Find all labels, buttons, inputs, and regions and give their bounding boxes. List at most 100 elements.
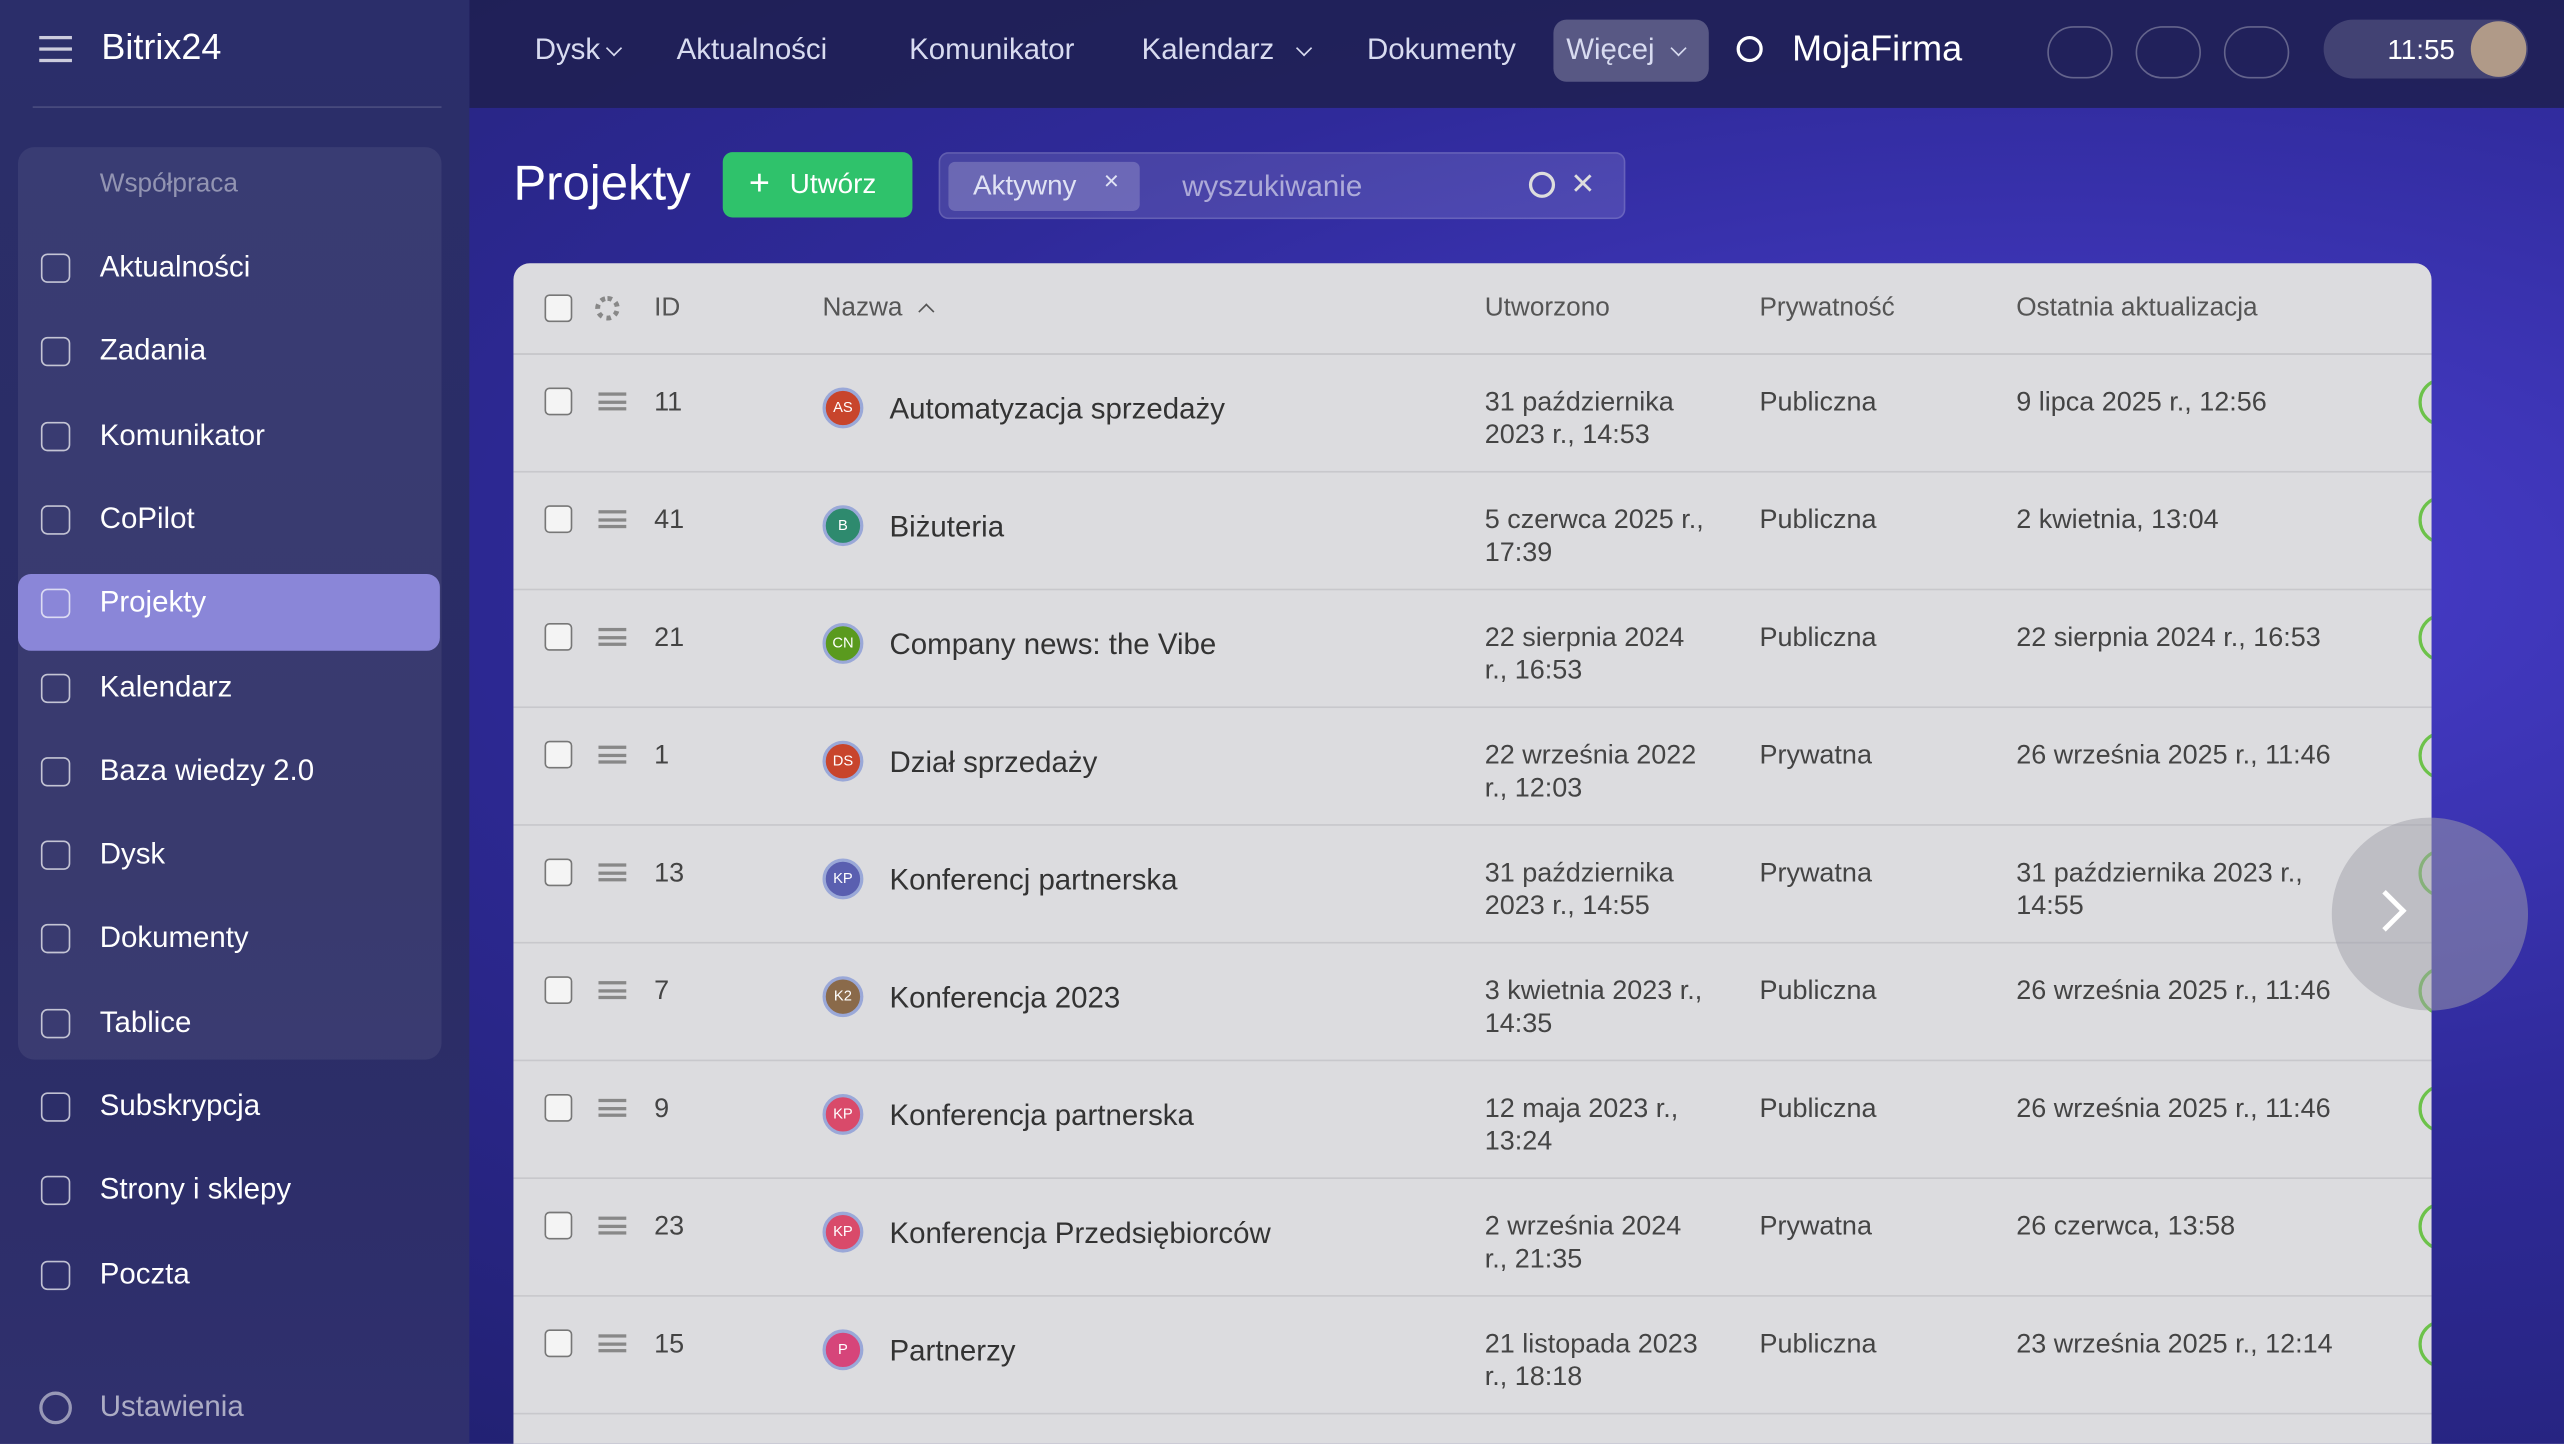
sidebar-item[interactable]: Baza wiedzy 2.0 [99, 753, 315, 787]
sidebar-icon [40, 337, 71, 367]
search-box[interactable]: Aktywny × wyszukiwanie × [938, 152, 1626, 220]
project-name[interactable]: Konferencja 2023 [889, 981, 1121, 1014]
sidebar-item[interactable]: CoPilot [99, 501, 195, 535]
sidebar-item[interactable]: Tablice [99, 1005, 192, 1038]
row-checkbox[interactable] [544, 858, 573, 887]
sidebar-icon [39, 1391, 72, 1425]
plus-icon: + [748, 161, 770, 203]
column-header[interactable]: Nazwa [822, 294, 903, 323]
sidebar-item[interactable]: Subskrypcja [99, 1089, 261, 1122]
row-checkbox[interactable] [544, 740, 573, 769]
privacy: Publiczna [1759, 623, 1877, 653]
drag-handle[interactable] [598, 745, 627, 764]
sidebar-item[interactable]: Projekty [99, 585, 207, 619]
top-bar [469, 0, 2564, 108]
project-name[interactable]: Konferencja Przedsiębiorców [889, 1216, 1271, 1250]
sidebar-divider [32, 106, 442, 108]
header-button[interactable] [2223, 26, 2290, 79]
sidebar-item[interactable]: Aktualności [99, 250, 251, 283]
status-badge [2418, 1084, 2432, 1134]
header-button[interactable] [2135, 26, 2201, 79]
nav-item[interactable]: Dysk [534, 32, 601, 66]
row-checkbox[interactable] [544, 1329, 573, 1358]
created: 5 czerwca 2025 r., 17:39 [1484, 505, 1704, 568]
nav-item[interactable]: Aktualności [676, 32, 828, 66]
project-avatar: K2 [822, 976, 864, 1018]
page-title: Projekty [513, 156, 691, 211]
filter-tag-close[interactable]: × [1103, 168, 1120, 197]
drag-handle[interactable] [598, 981, 627, 1000]
sidebar-item[interactable]: Dokumenty [99, 921, 249, 954]
sidebar-item[interactable]: Zadania [99, 334, 207, 367]
row-checkbox[interactable] [544, 1211, 573, 1240]
settings-gear[interactable] [595, 295, 620, 321]
privacy: Prywatna [1759, 1211, 1872, 1242]
project-name[interactable]: Automatyzacja sprzedaży [889, 392, 1225, 426]
project-name[interactable]: Dział sprzedaży [889, 745, 1098, 779]
sidebar-item[interactable]: Kalendarz [99, 669, 233, 703]
column-header[interactable]: ID [654, 294, 681, 323]
sidebar [0, 0, 470, 1444]
sidebar-item[interactable]: Strony i sklepy [99, 1172, 292, 1206]
project-avatar: DS [822, 740, 864, 782]
drag-handle[interactable] [598, 863, 627, 882]
project-name[interactable]: Company news: the Vibe [889, 627, 1217, 661]
header-checkbox[interactable] [544, 294, 573, 323]
filter-tag[interactable] [948, 161, 1140, 211]
project-avatar: KP [822, 858, 864, 900]
column-header[interactable]: Ostatnia aktualizacja [2016, 294, 2258, 323]
drag-handle[interactable] [598, 627, 627, 646]
drag-handle[interactable] [598, 1334, 627, 1353]
column-header[interactable]: Utworzono [1484, 294, 1610, 323]
drag-handle-mid [598, 517, 627, 521]
search-icon[interactable] [1736, 35, 1763, 63]
row-id: 11 [654, 387, 683, 417]
updated: 9 lipca 2025 r., 12:56 [2016, 387, 2267, 417]
clear-icon[interactable]: × [1571, 161, 1595, 207]
project-name[interactable]: Konferencja partnerska [889, 1098, 1194, 1132]
row-border [513, 941, 2432, 944]
nav-item[interactable]: Dokumenty [1367, 32, 1516, 66]
time: 11:55 [2387, 34, 2455, 66]
nav-item[interactable]: Komunikator [909, 32, 1075, 66]
drag-handle-mid [598, 1106, 627, 1110]
row-id: 21 [654, 623, 685, 653]
drag-handle[interactable] [598, 1216, 627, 1235]
row-checkbox[interactable] [544, 505, 573, 534]
row-checkbox[interactable] [544, 623, 573, 651]
drag-handle[interactable] [598, 510, 627, 529]
search-icon[interactable] [1528, 171, 1556, 198]
sidebar-group-title[interactable]: Współpraca [99, 170, 238, 198]
row-checkbox[interactable] [544, 1093, 573, 1122]
drag-handle-mid [598, 1341, 627, 1345]
nav-item[interactable]: Kalendarz [1141, 32, 1275, 66]
create-button[interactable]: + Utwórz [722, 152, 913, 218]
sidebar-item[interactable]: Dysk [99, 837, 166, 871]
drag-handle[interactable] [598, 1098, 627, 1117]
row-checkbox[interactable] [544, 976, 573, 1005]
menu-icon[interactable] [39, 35, 72, 63]
scroll-right-button[interactable] [2331, 817, 2529, 1011]
row-border [513, 588, 2432, 591]
company: MojaFirma [1792, 27, 1963, 69]
column-header[interactable]: Prywatność [1759, 294, 1895, 323]
sidebar-item[interactable]: Komunikator [99, 417, 266, 451]
project-name[interactable]: Partnerzy [889, 1334, 1016, 1368]
sidebar-icon [40, 1008, 71, 1038]
sidebar-item[interactable]: Poczta [99, 1256, 190, 1290]
drag-handle[interactable] [598, 392, 627, 411]
row-checkbox[interactable] [544, 387, 573, 416]
header-button[interactable] [2005, 26, 2034, 78]
sidebar-icon [40, 924, 71, 954]
project-name[interactable]: Konferencj partnerska [889, 863, 1178, 897]
nav-item[interactable]: Więcej [1566, 32, 1655, 66]
avatar[interactable] [2470, 21, 2527, 77]
project-name[interactable]: Biżuteria [889, 510, 1005, 543]
sidebar-settings[interactable]: Ustawienia [99, 1389, 244, 1423]
updated: 26 września 2025 r., 11:46 [2016, 1093, 2331, 1124]
header-button[interactable] [2047, 26, 2113, 79]
search-placeholder: wyszukiwanie [1182, 170, 1363, 203]
avatar-initials: K2 [833, 987, 852, 1005]
created: 2 września 2024 r., 21:35 [1484, 1211, 1682, 1274]
